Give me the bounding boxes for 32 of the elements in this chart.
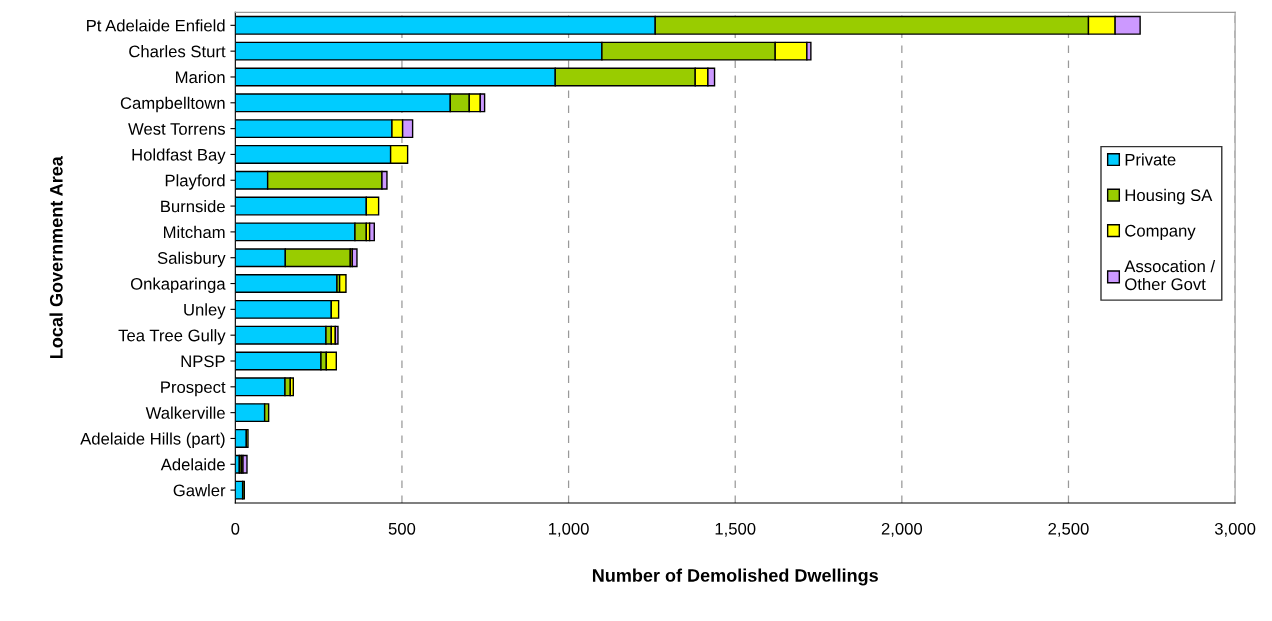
- x-tick-label: 500: [388, 522, 416, 535]
- y-tick-label: Prospect: [161, 381, 226, 397]
- legend-label: Private: [1125, 153, 1176, 166]
- y-tick-label: West Torrens: [128, 123, 225, 135]
- legend-label: Company: [1125, 224, 1196, 240]
- x-tick-label: 1,500: [715, 522, 756, 537]
- y-tick-label: Adelaide Hills (part): [80, 432, 225, 448]
- y-tick-label: Tea Tree Gully: [118, 329, 226, 345]
- y-tick-label: Unley: [184, 303, 226, 319]
- x-tick-label: 0: [231, 522, 240, 535]
- x-axis-title: Number of Demolished Dwellings: [592, 568, 878, 586]
- y-tick-label: Campbelltown: [120, 96, 225, 113]
- y-tick-label: Holdfast Bay: [132, 148, 226, 164]
- y-tick-label: Pt Adelaide Enfield: [87, 19, 225, 32]
- y-tick-label: Walkerville: [145, 406, 225, 419]
- y-tick-label: Burnside: [161, 200, 225, 213]
- y-tick-label: Salisbury: [157, 251, 226, 268]
- y-tick-label: Charles Sturt: [129, 45, 226, 58]
- y-tick-label: Mitcham: [164, 225, 225, 239]
- x-tick-label: 2,500: [1048, 522, 1089, 537]
- legend-label: Housing SA: [1125, 188, 1213, 205]
- x-tick-label: 3,000: [1214, 522, 1256, 537]
- legend-label: Assocation / Other Govt: [1124, 259, 1216, 291]
- y-tick-label: Onkaparinga: [130, 277, 226, 294]
- y-tick-label: Adelaide: [160, 458, 225, 471]
- y-tick-label: Playford: [165, 174, 225, 190]
- y-tick-label: NPSP: [181, 355, 225, 368]
- x-tick-label: 2,000: [881, 522, 923, 537]
- y-tick-label: Gawler: [173, 484, 226, 497]
- y-tick-label: Marion: [176, 70, 225, 84]
- y-axis-title: Local Government Area: [49, 156, 63, 359]
- x-tick-label: 1,000: [549, 522, 589, 537]
